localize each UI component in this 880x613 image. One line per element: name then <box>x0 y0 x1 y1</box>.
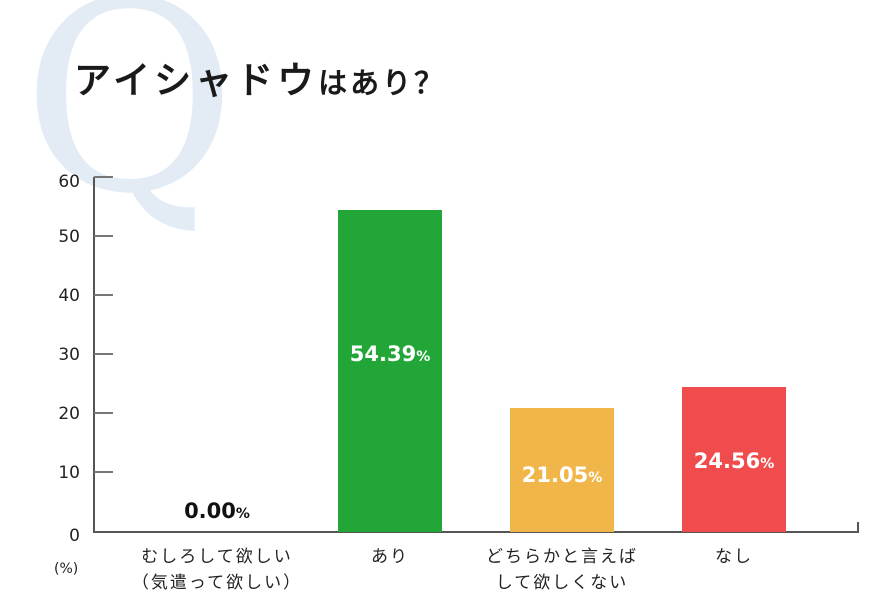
y-label-10: 10 <box>58 463 80 483</box>
q-watermark: Q <box>22 0 237 251</box>
chart-title: アイシャドウはあり？ <box>74 50 446 104</box>
title-main: アイシャドウ <box>74 59 319 102</box>
y-label-0: 0 <box>69 526 80 546</box>
bar-ari <box>338 210 442 532</box>
y-tick-30 <box>94 353 113 355</box>
bar-nashi <box>682 387 786 532</box>
y-label-50: 50 <box>58 227 80 247</box>
bar-dochira <box>510 408 614 532</box>
category-label-1: あり <box>371 547 409 567</box>
bar-value-1: 54.39% <box>349 342 431 366</box>
category-label-2: どちらかと言えば して欲しくない <box>486 547 638 593</box>
bar-value-0: 0.00% <box>184 499 250 523</box>
title-sub: はあり？ <box>318 66 447 100</box>
y-tick-10 <box>94 471 113 473</box>
y-label-40: 40 <box>58 286 80 306</box>
x-axis <box>93 531 859 533</box>
x-axis-end-tick <box>857 522 859 532</box>
y-label-60: 60 <box>58 172 80 192</box>
y-label-20: 20 <box>58 404 80 424</box>
y-tick-60 <box>94 176 113 178</box>
y-unit-label: (%) <box>54 561 79 577</box>
y-tick-40 <box>94 294 113 296</box>
category-label-0: むしろして欲しい （気遣って欲しい） <box>131 547 303 593</box>
bar-value-3: 24.56% <box>693 449 775 473</box>
y-tick-20 <box>94 412 113 414</box>
y-tick-50 <box>94 235 113 237</box>
y-label-30: 30 <box>58 345 80 365</box>
bar-value-2: 21.05% <box>521 463 603 487</box>
y-axis <box>93 177 95 533</box>
category-label-3: なし <box>715 547 753 567</box>
